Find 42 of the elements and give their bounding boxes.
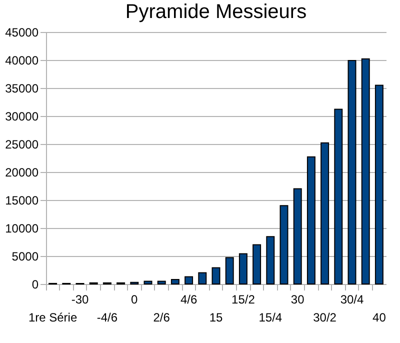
y-tick-label: 35000 <box>5 82 39 96</box>
x-tick-label: 0 <box>131 292 138 306</box>
x-tick-label: -4/6 <box>96 310 118 324</box>
y-tick-label: 20000 <box>5 166 39 180</box>
y-tick-label: 30000 <box>5 110 39 124</box>
x-tick-label: 15 <box>209 310 223 324</box>
bar <box>252 244 262 284</box>
x-tick-label: 15/4 <box>258 310 282 324</box>
y-tick-label: 15000 <box>5 194 39 208</box>
bar <box>225 257 234 284</box>
bar <box>334 108 343 284</box>
y-tick-label: 5000 <box>12 250 39 264</box>
y-tick-label: 0 <box>32 278 39 292</box>
bar <box>198 272 207 284</box>
x-tick-label: 4/6 <box>180 292 198 306</box>
x-tick-label: 30 <box>290 292 305 306</box>
bar <box>293 188 302 284</box>
x-tick-label: 40 <box>372 310 386 324</box>
bar <box>348 60 356 284</box>
bar <box>144 280 152 284</box>
bar <box>238 253 248 284</box>
x-tick-label: 15/2 <box>232 292 256 306</box>
bar <box>184 276 194 284</box>
chart-title: Pyramide Messieurs <box>125 1 307 23</box>
bar <box>320 142 330 284</box>
x-tick-label: -30 <box>71 292 89 306</box>
bar <box>157 280 166 284</box>
y-tick-label: 25000 <box>5 138 39 152</box>
bar <box>280 205 288 284</box>
x-tick-label: 2/6 <box>153 310 170 324</box>
x-tick-label: 30/4 <box>340 292 364 306</box>
x-tick-label: 30/2 <box>313 310 337 324</box>
y-tick-label: 45000 <box>5 26 39 40</box>
bar <box>212 267 220 284</box>
y-tick-label: 40000 <box>5 54 39 68</box>
y-tick-label: 10000 <box>5 222 39 236</box>
bar <box>361 58 370 284</box>
bar <box>170 279 180 284</box>
bar <box>266 236 275 284</box>
x-tick-label: 1re Série <box>28 310 78 324</box>
bar <box>374 84 384 284</box>
bar <box>306 156 316 284</box>
